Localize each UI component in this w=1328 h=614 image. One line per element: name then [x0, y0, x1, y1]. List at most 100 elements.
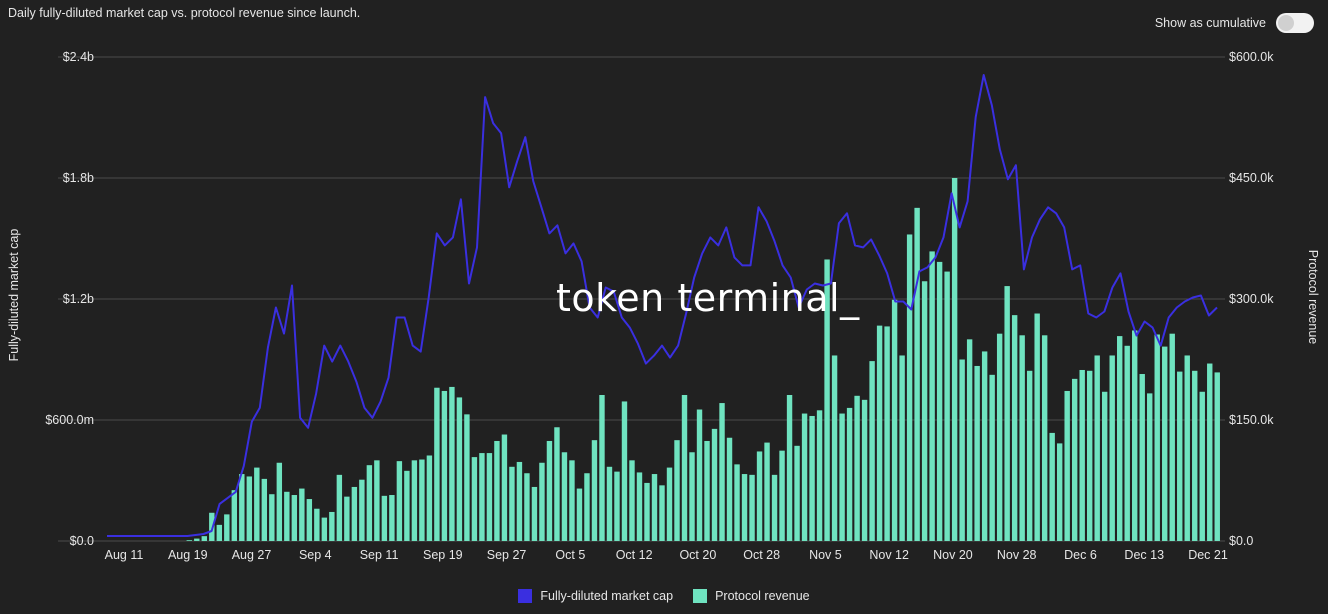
- revenue-bar: [231, 490, 238, 541]
- revenue-bar: [1101, 391, 1108, 541]
- revenue-bar: [966, 339, 973, 541]
- revenue-bar: [554, 427, 560, 541]
- revenue-bar: [1011, 315, 1018, 541]
- revenue-bar: [569, 460, 575, 541]
- revenue-bar: [861, 399, 868, 541]
- revenue-bar: [1026, 370, 1033, 541]
- revenue-bar: [1034, 313, 1040, 541]
- revenue-bar: [951, 178, 958, 541]
- revenue-bar: [801, 413, 808, 541]
- revenue-bar: [674, 440, 680, 541]
- revenue-bar: [719, 403, 725, 541]
- revenue-bar: [314, 508, 320, 541]
- revenue-bar: [374, 460, 380, 541]
- cumulative-toggle[interactable]: [1276, 13, 1314, 33]
- revenue-bar: [389, 495, 395, 541]
- revenue-bar: [1079, 369, 1085, 541]
- revenue-bar: [681, 394, 688, 541]
- revenue-bar: [959, 359, 965, 541]
- revenue-bar: [1177, 371, 1183, 541]
- revenue-bar: [494, 440, 500, 541]
- revenue-bar: [794, 445, 800, 541]
- y-right-tick-label: $0.0: [1229, 534, 1253, 548]
- x-tick-label: Aug 11: [105, 548, 144, 562]
- revenue-bar: [1041, 335, 1048, 541]
- revenue-bar: [614, 471, 620, 541]
- revenue-bar: [509, 466, 515, 541]
- revenue-bar: [344, 496, 350, 541]
- revenue-bar: [1199, 391, 1205, 541]
- x-tick-label: Oct 12: [616, 548, 653, 562]
- revenue-bar: [1139, 374, 1145, 541]
- revenue-bar: [516, 461, 523, 541]
- x-tick-label: Sep 27: [487, 548, 527, 562]
- revenue-bar: [929, 251, 935, 541]
- x-tick-label: Sep 19: [423, 548, 463, 562]
- revenue-bar: [261, 478, 268, 541]
- revenue-bar: [434, 387, 440, 541]
- axis-ticks: $0.0 $0.0 $600.0m $150.0k $1.2b $300.0k $1.8b $…: [45, 50, 1274, 562]
- legend-swatch-revenue: [693, 589, 708, 603]
- revenue-bar: [329, 511, 335, 541]
- revenue-bar: [809, 415, 815, 541]
- revenue-bar: [846, 407, 853, 541]
- revenue-bar: [441, 390, 448, 541]
- revenue-bar: [1064, 390, 1070, 541]
- revenue-bar: [1117, 336, 1123, 541]
- revenue-bar: [359, 479, 365, 541]
- revenue-bar: [921, 281, 928, 541]
- revenue-bar: [771, 474, 778, 541]
- x-tick-label: Oct 28: [743, 548, 780, 562]
- revenue-bar: [621, 401, 628, 541]
- legend-item-revenue[interactable]: Protocol revenue: [693, 589, 810, 603]
- revenue-bar: [1124, 345, 1130, 541]
- revenue-bar: [981, 351, 988, 541]
- legend-label-market-cap: Fully-diluted market cap: [540, 589, 674, 603]
- revenue-bar: [786, 394, 793, 541]
- revenue-bar: [201, 536, 207, 541]
- revenue-bar: [666, 467, 673, 541]
- revenue-bar: [1147, 393, 1153, 541]
- x-tick-label: Dec 13: [1124, 548, 1164, 562]
- revenue-bar: [449, 386, 455, 541]
- revenue-bar: [284, 491, 290, 541]
- revenue-bar: [194, 538, 200, 541]
- x-tick-label: Sep 4: [299, 548, 332, 562]
- revenue-bar: [381, 495, 388, 541]
- revenue-bar: [576, 488, 583, 541]
- x-tick-label: Nov 28: [997, 548, 1037, 562]
- revenue-bar: [464, 414, 470, 541]
- revenue-bar: [1214, 372, 1220, 541]
- y-left-tick-label: $1.8b: [63, 171, 94, 185]
- revenue-bar: [734, 464, 740, 541]
- legend-item-market-cap[interactable]: Fully-diluted market cap: [518, 589, 673, 603]
- revenue-bar: [659, 485, 665, 541]
- y-right-tick-label: $300.0k: [1229, 292, 1274, 306]
- y-left-tick-label: $600.0m: [45, 413, 94, 427]
- revenue-bar: [726, 437, 733, 541]
- revenue-bar: [876, 325, 883, 541]
- revenue-bar: [546, 440, 553, 541]
- revenue-bar: [479, 453, 485, 541]
- revenue-bar: [501, 434, 508, 541]
- revenue-bar: [419, 459, 425, 541]
- revenue-bar: [606, 466, 613, 541]
- x-tick-label: Sep 11: [360, 548, 399, 562]
- revenue-bar: [456, 397, 463, 541]
- revenue-bar: [246, 476, 253, 541]
- y-left-tick-label: $2.4b: [63, 50, 94, 64]
- revenue-bar: [749, 474, 755, 541]
- revenue-bar: [336, 474, 343, 541]
- toggle-knob: [1278, 15, 1294, 31]
- revenue-bar: [1019, 335, 1025, 541]
- market-cap-series-line: [107, 74, 1218, 537]
- x-tick-label: Oct 20: [679, 548, 716, 562]
- revenue-bar: [1109, 355, 1115, 541]
- revenue-bar: [524, 473, 530, 541]
- revenue-bar: [1162, 346, 1168, 541]
- revenue-bar: [1132, 330, 1138, 541]
- legend-swatch-market-cap: [518, 589, 533, 603]
- revenue-bar: [839, 413, 845, 541]
- revenue-bar: [824, 259, 830, 541]
